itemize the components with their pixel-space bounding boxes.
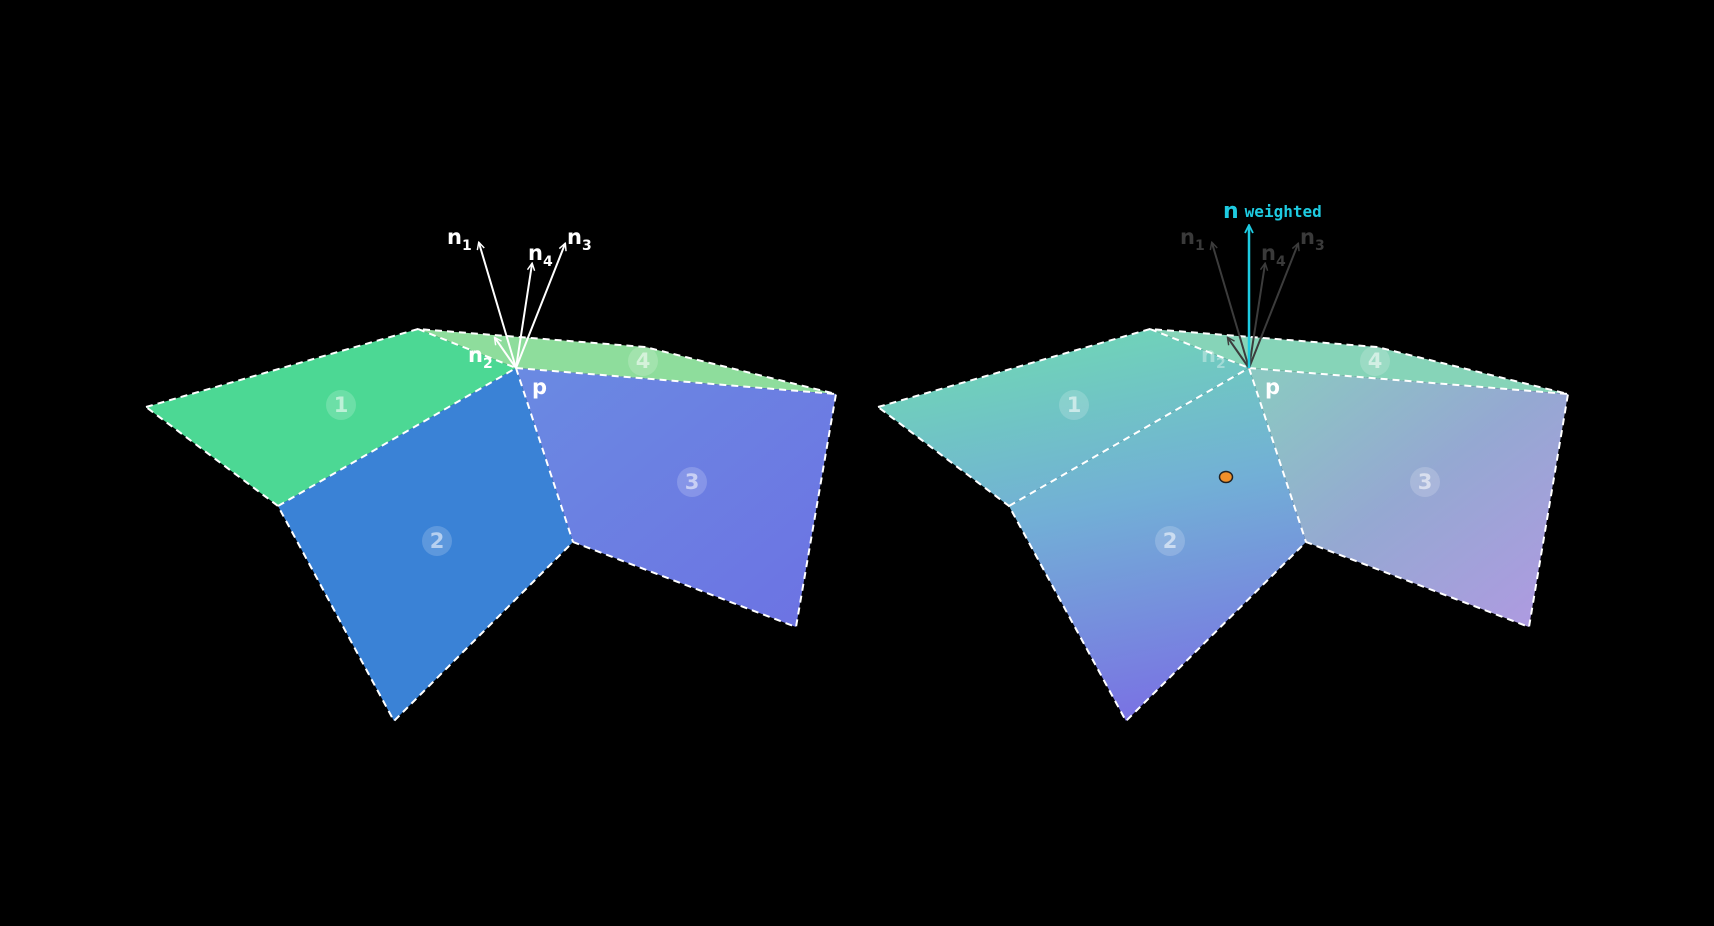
- face-2-badge: [422, 526, 452, 556]
- face-1: [146, 329, 516, 506]
- smooth-face-2-label: 2: [1163, 529, 1178, 553]
- normal-label-n1: n1: [447, 225, 472, 254]
- smooth-face-2-badge: [1155, 526, 1185, 556]
- smooth-mesh-edges: [877, 327, 1570, 723]
- faded-normal-arrow-3: [1248, 244, 1298, 369]
- face-3: [516, 368, 836, 627]
- face-3-badge: [677, 467, 707, 497]
- faded-face-normals: [1212, 243, 1298, 369]
- faded-normal-label-n3: n3: [1300, 225, 1325, 254]
- face-1-badge: [326, 390, 356, 420]
- face-4-badge: [628, 346, 658, 376]
- face-4-label: 4: [636, 349, 651, 373]
- smooth-face-1-badge: [1059, 390, 1089, 420]
- normal-arrow-4: [515, 264, 532, 369]
- smooth-face-3-badge: [1410, 467, 1440, 497]
- smooth-face-3: [1249, 368, 1568, 627]
- normal-arrow-3: [515, 244, 565, 369]
- smooth-face-4: [1150, 329, 1568, 394]
- normal-label-n3: n3: [567, 225, 592, 254]
- faded-normal-arrow-1: [1212, 243, 1250, 369]
- normal-label-n4: n4: [528, 241, 553, 270]
- smooth-face-1: [878, 329, 1249, 506]
- faded-normal-label-n2: n2: [1201, 343, 1226, 372]
- faded-normal-label-n1: n1: [1180, 225, 1205, 254]
- left-panel: 1 2 3 4 n1 n2 n3 n4 p: [145, 225, 838, 723]
- face-2-label: 2: [430, 529, 445, 553]
- smooth-face-2: [1009, 368, 1306, 721]
- faded-normal-label-n4: n4: [1261, 241, 1286, 270]
- face-normals: [479, 243, 565, 369]
- smooth-face-4-badge: [1360, 346, 1390, 376]
- face-4: [418, 329, 836, 394]
- smooth-face-4-label: 4: [1368, 349, 1383, 373]
- weighted-normal-label: n weighted: [1223, 199, 1322, 224]
- normal-arrow-1: [479, 243, 517, 369]
- faded-normal-arrow-4: [1248, 264, 1265, 369]
- smooth-vertex-label-p: p: [1265, 375, 1280, 399]
- smooth-face-1-label: 1: [1067, 393, 1082, 417]
- face-3-label: 3: [685, 470, 700, 494]
- normal-arrow-2: [495, 338, 517, 369]
- face-2: [278, 368, 573, 721]
- face-1-label: 1: [334, 393, 349, 417]
- faded-normal-arrow-2: [1228, 338, 1250, 369]
- smooth-face-3-label: 3: [1418, 470, 1433, 494]
- sample-point: [1218, 470, 1234, 484]
- vertex-label-p: p: [532, 375, 547, 399]
- normal-label-n2: n2: [468, 343, 493, 372]
- right-panel: 1 2 3 4 n1 n2 n3 n4 n weighted p: [877, 199, 1570, 723]
- mesh-edges: [145, 327, 838, 723]
